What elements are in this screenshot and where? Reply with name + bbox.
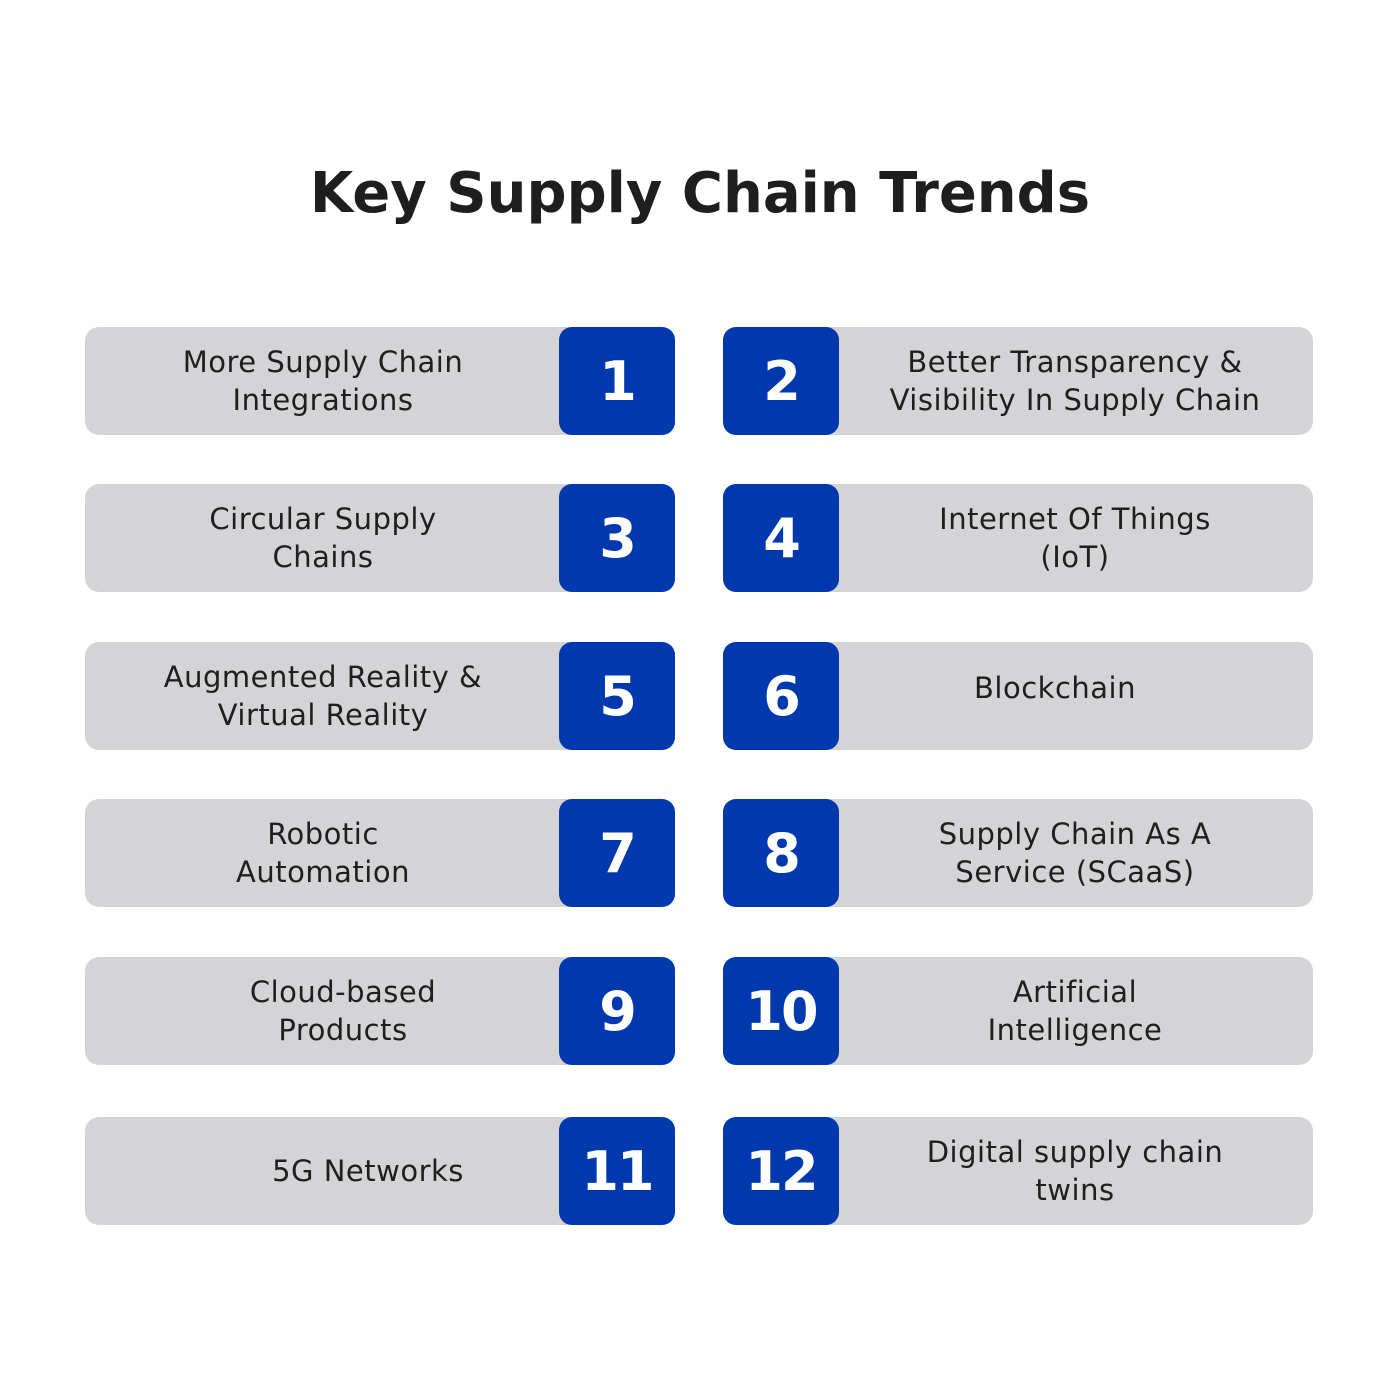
trend-card-8: 8 Supply Chain As A Service (SCaaS)	[723, 799, 1313, 907]
trend-card-9: Cloud-based Products 9	[85, 957, 675, 1065]
trend-card-5: Augmented Reality & Virtual Reality 5	[85, 642, 675, 750]
trend-card-1: More Supply Chain Integrations 1	[85, 327, 675, 435]
trend-number-badge: 4	[723, 484, 839, 592]
trend-label: 5G Networks	[272, 1154, 464, 1188]
trend-card-7: Robotic Automation 7	[85, 799, 675, 907]
trend-number-badge: 5	[559, 642, 675, 750]
trend-card-6: 6 Blockchain	[723, 642, 1313, 750]
trend-label: Cloud-based Products	[249, 975, 437, 1047]
trend-number-badge: 12	[723, 1117, 839, 1225]
trend-card-3: Circular Supply Chains 3	[85, 484, 675, 592]
trend-label: Better Transparency & Visibility In Supp…	[889, 345, 1261, 417]
trend-label: Robotic Automation	[236, 817, 410, 889]
trend-number-badge: 10	[723, 957, 839, 1065]
trend-label: Digital supply chain twins	[926, 1135, 1224, 1207]
trend-card-12: 12 Digital supply chain twins	[723, 1117, 1313, 1225]
page-title: Key Supply Chain Trends	[309, 161, 1091, 226]
trend-label: More Supply Chain Integrations	[182, 345, 464, 417]
trend-label: Circular Supply Chains	[209, 502, 437, 574]
trend-number-badge: 11	[559, 1117, 675, 1225]
trend-card-11: 5G Networks 11	[85, 1117, 675, 1225]
trend-label: Supply Chain As A Service (SCaaS)	[938, 817, 1212, 889]
trend-number-badge: 7	[559, 799, 675, 907]
trend-card-2: 2 Better Transparency & Visibility In Su…	[723, 327, 1313, 435]
trend-number-badge: 8	[723, 799, 839, 907]
trend-label: Internet Of Things (IoT)	[939, 502, 1211, 574]
trend-card-4: 4 Internet Of Things (IoT)	[723, 484, 1313, 592]
trend-number-badge: 6	[723, 642, 839, 750]
trend-card-10: 10 Artificial Intelligence	[723, 957, 1313, 1065]
trend-number-badge: 2	[723, 327, 839, 435]
trend-label: Augmented Reality & Virtual Reality	[163, 660, 483, 732]
trend-number-badge: 3	[559, 484, 675, 592]
trend-number-badge: 9	[559, 957, 675, 1065]
trend-number-badge: 1	[559, 327, 675, 435]
trend-label: Artificial Intelligence	[987, 975, 1163, 1047]
trend-label: Blockchain	[974, 671, 1136, 705]
